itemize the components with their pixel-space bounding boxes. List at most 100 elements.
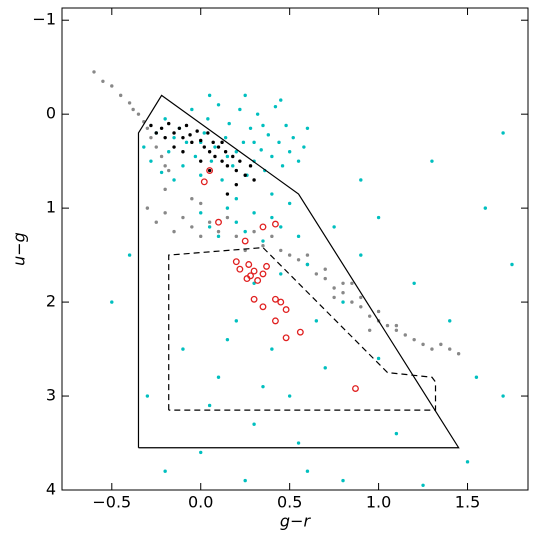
point [359,253,363,257]
y-tick-label: −1 [32,10,56,29]
highlight-point [296,328,304,336]
point [159,154,164,159]
frame [61,7,529,491]
point [145,206,150,210]
x-tick-label: 0.5 [277,493,302,512]
point [213,154,217,159]
point [341,300,345,304]
point [234,150,239,154]
point [213,145,217,149]
point [207,168,212,173]
point [159,170,164,175]
point [277,140,281,145]
point [350,281,354,285]
point [149,159,153,163]
highlight-point [271,317,279,325]
highlight-point [241,237,249,245]
point [305,253,310,257]
highlight-point [259,303,267,311]
point [412,281,416,285]
point [501,131,505,135]
point [231,164,235,168]
point [234,182,239,187]
point [359,178,363,182]
point [207,220,212,224]
point [430,159,434,163]
point [216,375,221,379]
point [207,225,212,229]
x-tick-label: 1.0 [366,493,391,512]
point [261,384,265,389]
point [341,290,345,295]
point [259,148,263,152]
point [394,323,399,328]
point [291,135,295,140]
point [225,154,230,159]
highlight-point [282,306,290,314]
point [252,178,256,182]
point [376,356,381,361]
point [448,319,452,323]
point [190,140,194,145]
y-axis-label: u−g [10,232,29,266]
point [199,450,203,455]
highlight-point [250,295,258,303]
point [207,403,212,408]
point [225,206,230,210]
point [305,126,310,130]
point [465,460,470,464]
point [252,211,256,215]
point [430,347,434,351]
x-tick-label: −0.5 [92,493,131,512]
point [207,93,212,98]
point [199,234,203,239]
highlight-point [200,178,208,186]
highlight-point [271,220,279,228]
point [305,262,310,267]
point [261,123,265,128]
y-tick-label: 4 [46,480,56,499]
point [510,262,514,267]
point [238,159,242,163]
point [287,394,292,398]
point [220,140,224,145]
point [163,211,167,215]
point [255,112,260,116]
x-tick-label: 1.5 [455,493,480,512]
point [296,159,301,163]
point [332,295,336,300]
point [296,258,301,262]
point [199,173,203,177]
point [368,314,372,318]
point [273,104,278,109]
point [248,164,253,168]
point [188,133,192,137]
point [243,173,247,177]
point [110,84,114,88]
point [252,229,256,234]
point [145,394,150,398]
point [223,150,228,154]
point [167,121,171,126]
point [287,253,292,257]
point [206,131,210,135]
highlight-point [232,258,240,266]
point [167,168,171,173]
point [296,234,301,239]
point [341,478,345,483]
point [154,131,158,135]
point [280,164,285,168]
y-tick-label: 1 [46,198,56,217]
highlight-point [259,270,267,278]
point [385,323,390,328]
point [190,197,194,201]
point [231,154,235,159]
point [305,469,310,473]
point [394,431,399,436]
point [149,123,153,128]
point [474,375,479,379]
point [350,300,354,304]
highlight-point [215,218,222,226]
point [220,178,224,182]
highlight-point [250,267,258,275]
